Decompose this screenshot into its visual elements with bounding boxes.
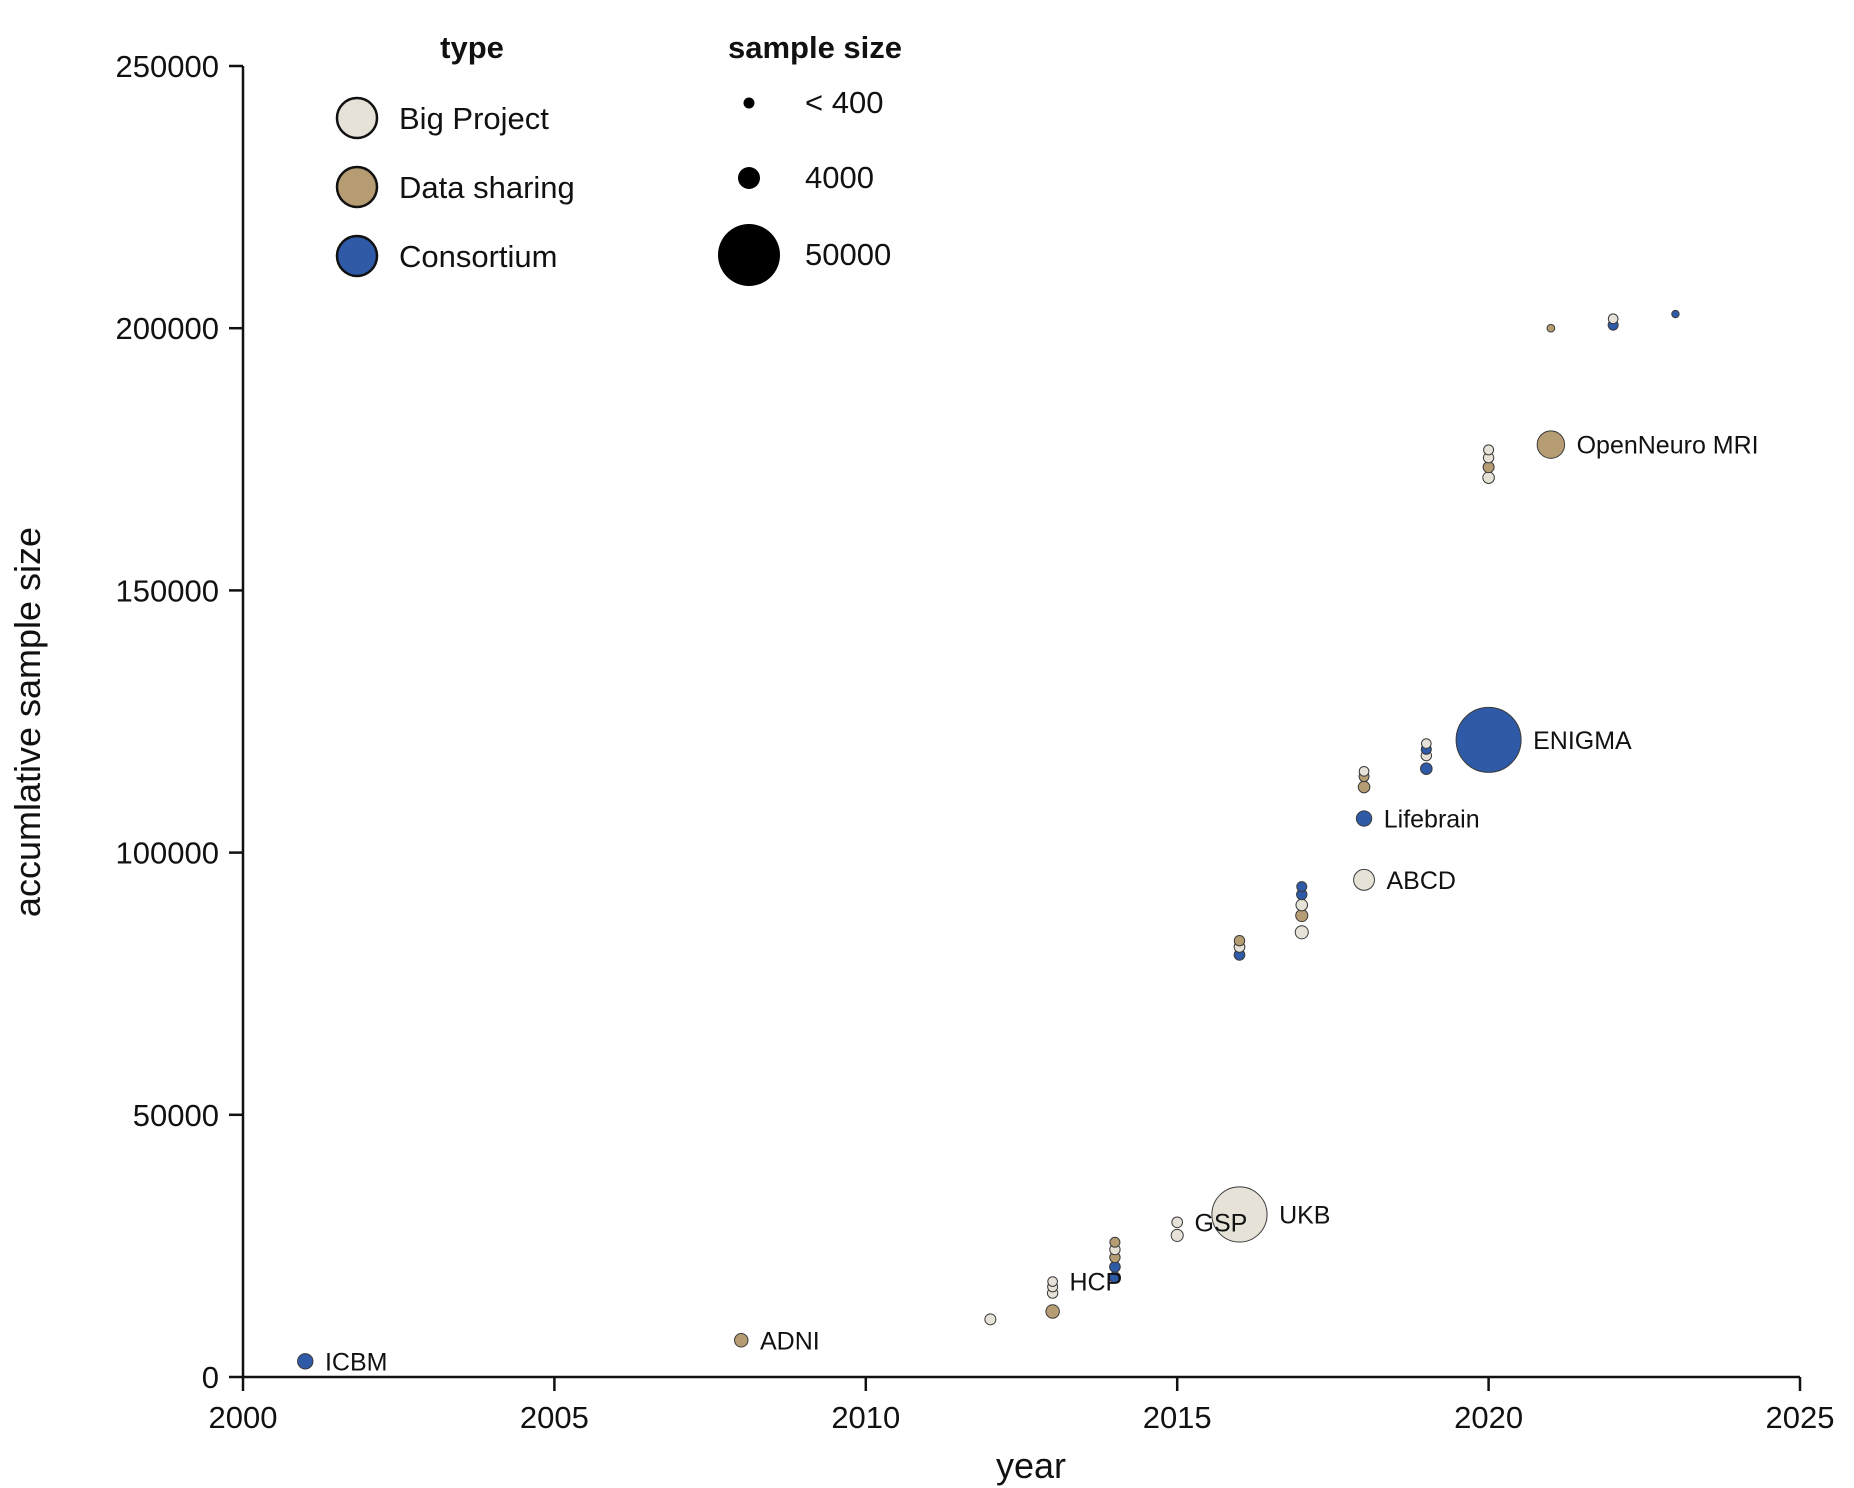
- bubble-point: [1483, 444, 1495, 456]
- x-tick-label: 2010: [831, 1400, 900, 1435]
- y-tick-label: 150000: [116, 573, 219, 608]
- point-label: ADNI: [760, 1327, 820, 1355]
- y-tick-label: 250000: [116, 49, 219, 84]
- y-tick-label: 50000: [133, 1098, 219, 1133]
- bubble-point: [1607, 313, 1619, 325]
- point-label: OpenNeuro MRI: [1577, 432, 1759, 460]
- point-label: ABCD: [1386, 867, 1455, 895]
- bubble-point: [1294, 925, 1309, 940]
- x-axis-title: year: [996, 1445, 1066, 1486]
- x-tick-label: 2015: [1143, 1400, 1212, 1435]
- y-axis-title: accumlative sample size: [7, 527, 48, 917]
- bubble-point: [1045, 1304, 1060, 1319]
- legend-swatch: [335, 96, 379, 140]
- bubble-point: [1109, 1236, 1121, 1248]
- legend-size-marker: [718, 224, 780, 286]
- legend-size-label: 4000: [805, 160, 874, 195]
- legend-size-label: < 400: [805, 85, 883, 120]
- x-tick-label: 2005: [520, 1400, 589, 1435]
- x-tick-label: 2000: [209, 1400, 278, 1435]
- y-tick-label: 200000: [116, 311, 219, 346]
- x-axis-ticks: 2000 2005 2010 2015 2020 2025: [209, 1377, 1835, 1435]
- bubble-point: [1295, 898, 1309, 912]
- point-label: UKB: [1279, 1201, 1330, 1229]
- bubble-point: [1536, 430, 1566, 459]
- x-tick-label: 2025: [1766, 1400, 1835, 1435]
- point-label: ICBM: [325, 1348, 388, 1376]
- bubble-point: [1171, 1216, 1184, 1229]
- size-legend-title: sample size: [728, 30, 902, 65]
- bubble-point: [297, 1353, 314, 1370]
- point-label: ENIGMA: [1533, 727, 1632, 755]
- y-axis-ticks: 0 50000 100000 150000 200000 250000: [116, 49, 243, 1395]
- bubble-point: [1296, 881, 1308, 893]
- y-tick-label: 100000: [116, 836, 219, 871]
- legend-size-label: 50000: [805, 237, 891, 272]
- bubble-point: [1170, 1228, 1184, 1242]
- bubble-point: [1211, 1186, 1268, 1243]
- point-labels: ICBM ADNI HCP GSP UKB ABCD Lifebrain ENIGMA Open…: [325, 432, 1759, 1377]
- legend-size-marker: [738, 167, 760, 189]
- size-legend: sample size < 400 4000 50000: [718, 30, 902, 286]
- bubble-point: [1357, 780, 1371, 794]
- bubble-point: [1233, 935, 1246, 947]
- bubble-point: [1455, 706, 1522, 773]
- legend-size-marker: [743, 97, 755, 109]
- y-tick-label: 0: [202, 1360, 219, 1395]
- bubble-point: [1546, 323, 1556, 333]
- point-label: Lifebrain: [1384, 806, 1480, 834]
- legend-type-label: Big Project: [399, 101, 549, 136]
- bubble-point: [984, 1313, 997, 1326]
- bubble-point: [1358, 765, 1370, 777]
- legend-swatch: [335, 165, 379, 209]
- type-legend-title: type: [440, 30, 504, 65]
- point-label: GSP: [1195, 1209, 1248, 1237]
- bubble-point: [733, 1333, 749, 1348]
- bubble-point: [1355, 810, 1373, 827]
- bubble-point: [1353, 868, 1375, 891]
- bubbles: [297, 309, 1680, 1370]
- x-tick-label: 2020: [1454, 1400, 1523, 1435]
- bubble-point: [1482, 471, 1495, 484]
- legend-type-label: Data sharing: [399, 170, 575, 205]
- legend-type-label: Consortium: [399, 239, 558, 274]
- bubble-point: [1671, 309, 1680, 319]
- legend-swatch: [335, 234, 379, 278]
- bubble-point: [1047, 1276, 1058, 1287]
- type-legend: type Big Project Data sharing Consortium: [335, 30, 575, 278]
- point-label: HCP: [1069, 1269, 1122, 1297]
- bubble-point: [1420, 762, 1433, 775]
- bubble-point: [1420, 738, 1432, 749]
